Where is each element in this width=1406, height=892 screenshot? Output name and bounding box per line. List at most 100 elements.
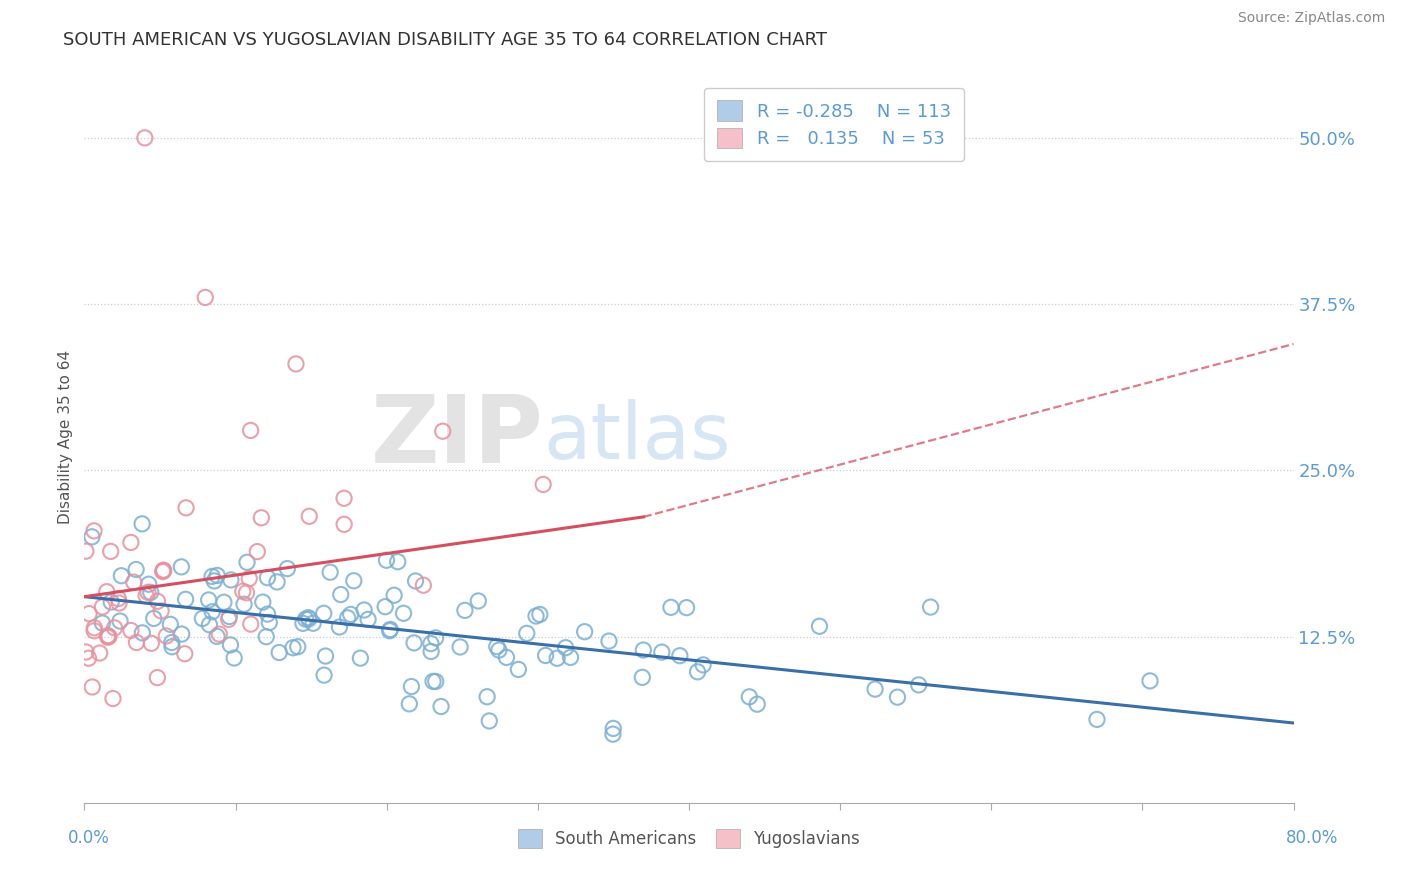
Text: SOUTH AMERICAN VS YUGOSLAVIAN DISABILITY AGE 35 TO 64 CORRELATION CHART: SOUTH AMERICAN VS YUGOSLAVIAN DISABILITY… — [63, 31, 827, 49]
Point — [101, 691, 124, 706]
Point — [232, 584, 254, 599]
Point — [238, 572, 260, 586]
Point — [333, 491, 356, 506]
Point — [529, 607, 551, 622]
Point — [125, 562, 148, 576]
Point — [150, 604, 173, 618]
Point — [302, 616, 325, 631]
Point — [281, 640, 304, 655]
Point — [432, 424, 454, 438]
Point — [349, 651, 371, 665]
Point — [291, 616, 314, 631]
Point — [405, 574, 427, 588]
Point — [197, 593, 219, 607]
Point — [336, 611, 359, 625]
Point — [97, 630, 120, 644]
Point — [419, 637, 441, 651]
Point — [294, 612, 316, 626]
Point — [146, 671, 169, 685]
Point — [692, 657, 714, 672]
Point — [339, 607, 361, 622]
Point — [747, 697, 769, 711]
Point — [219, 638, 242, 652]
Text: 80.0%: 80.0% — [1286, 829, 1339, 847]
Point — [160, 635, 183, 649]
Text: atlas: atlas — [544, 399, 731, 475]
Point — [425, 674, 447, 689]
Point — [287, 640, 309, 654]
Point — [146, 594, 169, 608]
Point — [375, 553, 398, 567]
Point — [420, 644, 443, 658]
Text: 0.0%: 0.0% — [67, 829, 110, 847]
Point — [256, 571, 278, 585]
Point — [131, 516, 153, 531]
Point — [546, 651, 568, 665]
Point — [136, 585, 159, 599]
Point — [170, 559, 193, 574]
Point — [378, 624, 401, 638]
Point — [333, 517, 356, 532]
Point — [103, 621, 125, 635]
Point — [312, 668, 335, 682]
Point — [97, 629, 120, 643]
Point — [920, 600, 942, 615]
Point — [357, 612, 380, 626]
Point — [298, 509, 321, 524]
Point — [100, 595, 122, 609]
Point — [387, 555, 409, 569]
Point — [254, 630, 277, 644]
Point — [236, 555, 259, 569]
Point — [191, 611, 214, 625]
Point — [122, 575, 145, 590]
Point — [531, 477, 554, 491]
Point — [224, 651, 246, 665]
Point — [142, 611, 165, 625]
Point — [412, 578, 434, 592]
Point — [430, 699, 453, 714]
Point — [392, 607, 415, 621]
Point — [252, 595, 274, 609]
Point — [686, 665, 709, 679]
Point — [402, 636, 425, 650]
Point — [266, 574, 288, 589]
Point — [138, 577, 160, 591]
Point — [907, 678, 929, 692]
Point — [508, 662, 530, 676]
Point — [152, 564, 174, 578]
Point — [374, 599, 396, 614]
Point — [256, 607, 278, 621]
Point — [155, 629, 177, 643]
Point — [886, 690, 908, 705]
Point — [170, 627, 193, 641]
Point — [201, 569, 224, 583]
Point — [141, 636, 163, 650]
Point — [285, 357, 308, 371]
Point — [205, 568, 228, 582]
Point — [131, 625, 153, 640]
Point — [91, 615, 114, 630]
Point — [125, 635, 148, 649]
Point — [669, 648, 692, 663]
Point — [488, 643, 510, 657]
Point — [212, 595, 235, 609]
Point — [475, 690, 498, 704]
Point — [100, 544, 122, 558]
Point — [401, 680, 423, 694]
Point — [382, 588, 405, 602]
Point — [598, 634, 620, 648]
Point — [83, 621, 105, 635]
Point — [83, 524, 105, 538]
Point — [454, 603, 477, 617]
Point — [298, 612, 321, 626]
Point — [159, 617, 181, 632]
Point — [633, 643, 655, 657]
Point — [233, 597, 256, 611]
Point — [108, 614, 131, 628]
Point — [96, 584, 118, 599]
Point — [194, 290, 217, 304]
Point — [201, 605, 224, 619]
Point — [425, 631, 447, 645]
Point — [467, 594, 489, 608]
Legend: South Americans, Yugoslavians: South Americans, Yugoslavians — [510, 821, 868, 856]
